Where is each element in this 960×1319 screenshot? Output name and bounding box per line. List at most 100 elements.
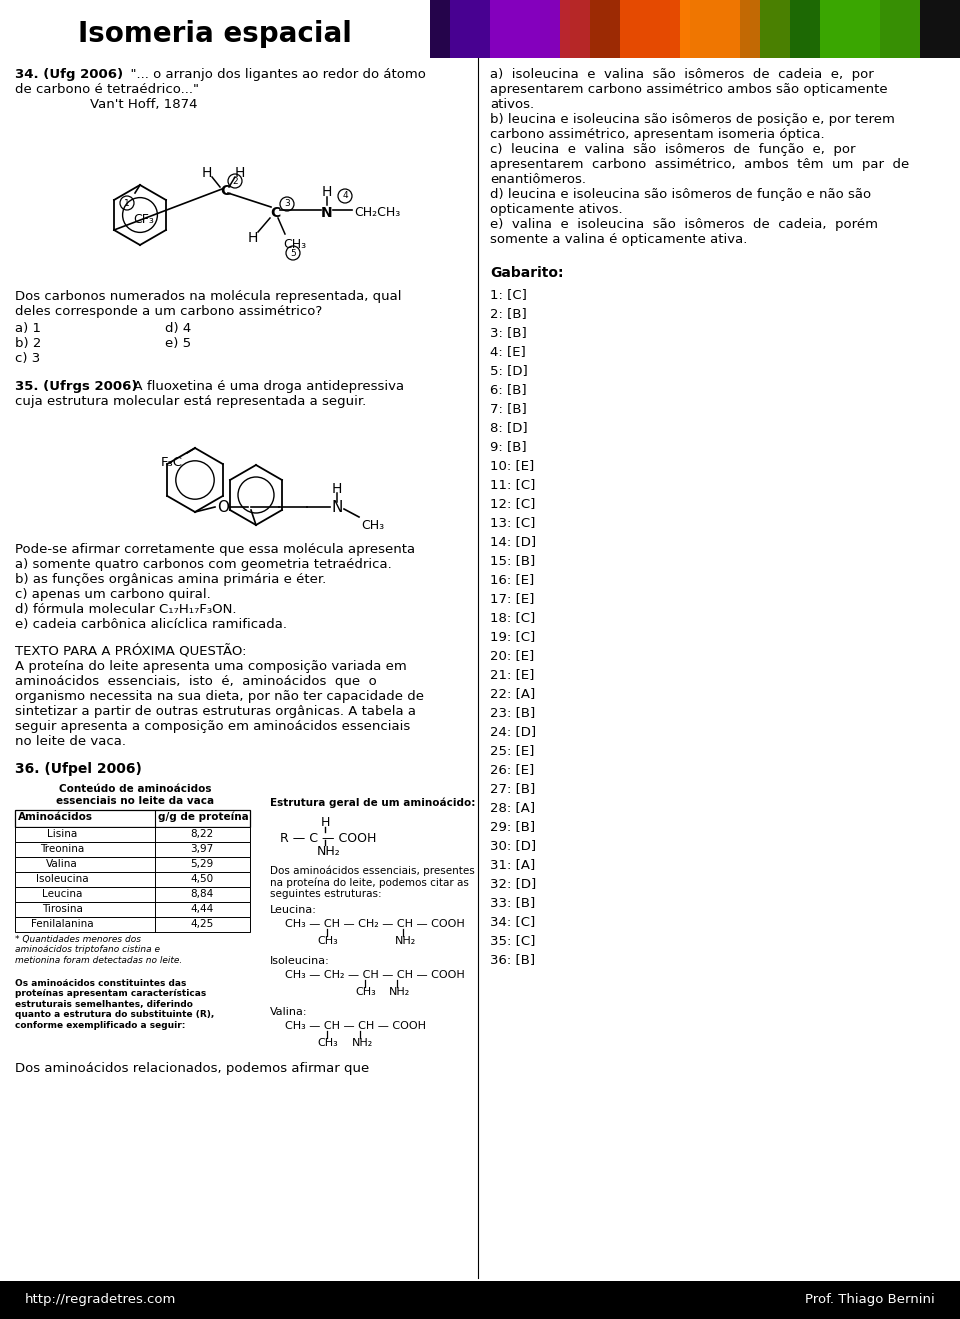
Text: 1: 1	[124, 198, 130, 207]
Text: apresentarem carbono assimétrico ambos são opticamente: apresentarem carbono assimétrico ambos s…	[490, 83, 888, 96]
Text: a)  isoleucina  e  valina  são  isômeros  de  cadeia  e,  por: a) isoleucina e valina são isômeros de c…	[490, 69, 874, 80]
Text: a) 1: a) 1	[15, 322, 41, 335]
Text: NH₂: NH₂	[395, 936, 417, 946]
Text: na proteína do leite, podemos citar as: na proteína do leite, podemos citar as	[270, 877, 468, 888]
Text: 2: 2	[232, 177, 238, 186]
Text: somente a valina é opticamente ativa.: somente a valina é opticamente ativa.	[490, 233, 748, 247]
Bar	[620, 0, 740, 58]
Bar	[15, 827, 250, 842]
Text: A proteína do leite apresenta uma composição variada em: A proteína do leite apresenta uma compos…	[15, 660, 407, 673]
Text: 8: [D]: 8: [D]	[490, 421, 528, 434]
Text: organismo necessita na sua dieta, por não ter capacidade de: organismo necessita na sua dieta, por nã…	[15, 690, 424, 703]
Text: 34: [C]: 34: [C]	[490, 915, 536, 929]
Text: aminoácidos  essenciais,  isto  é,  aminoácidos  que  o: aminoácidos essenciais, isto é, aminoáci…	[15, 675, 376, 689]
Text: 21: [E]: 21: [E]	[490, 667, 535, 681]
Bar	[820, 0, 920, 58]
Text: Dos aminoácidos relacionados, podemos afirmar que: Dos aminoácidos relacionados, podemos af…	[15, 1062, 370, 1075]
Bar	[15, 842, 250, 857]
Text: Gabarito:: Gabarito:	[490, 266, 564, 280]
Text: Tirosina: Tirosina	[41, 904, 83, 914]
Text: 1: [C]: 1: [C]	[490, 288, 527, 301]
Text: Dos carbonos numerados na molécula representada, qual: Dos carbonos numerados na molécula repre…	[15, 290, 401, 303]
Text: 4,25: 4,25	[190, 919, 214, 929]
Text: Valina: Valina	[46, 859, 78, 869]
Text: 4,50: 4,50	[190, 874, 213, 884]
Text: deles corresponde a um carbono assimétrico?: deles corresponde a um carbono assimétri…	[15, 305, 323, 318]
Text: ativos.: ativos.	[490, 98, 534, 111]
Text: d) 4: d) 4	[165, 322, 191, 335]
Text: sintetizar a partir de outras estruturas orgânicas. A tabela a: sintetizar a partir de outras estruturas…	[15, 704, 416, 718]
Text: 3,97: 3,97	[190, 844, 214, 853]
Text: Os aminoácidos constituintes das
proteínas apresentam características
estruturai: Os aminoácidos constituintes das proteín…	[15, 979, 214, 1030]
Text: de carbono é tetraédrico...": de carbono é tetraédrico..."	[15, 83, 199, 96]
Text: d) leucina e isoleucina são isômeros de função e não são: d) leucina e isoleucina são isômeros de …	[490, 189, 871, 200]
Text: CH₃: CH₃	[361, 518, 384, 532]
Text: cuja estrutura molecular está representada a seguir.: cuja estrutura molecular está representa…	[15, 394, 367, 408]
Bar	[560, 0, 690, 58]
Text: c)  leucina  e  valina  são  isômeros  de  função  e,  por: c) leucina e valina são isômeros de funç…	[490, 142, 855, 156]
Text: d) fórmula molecular C₁₇H₁₇F₃ON.: d) fórmula molecular C₁₇H₁₇F₃ON.	[15, 603, 236, 616]
Text: CH₃: CH₃	[317, 936, 338, 946]
Text: CF₃: CF₃	[133, 212, 154, 226]
Text: 20: [E]: 20: [E]	[490, 649, 535, 662]
Text: 10: [E]: 10: [E]	[490, 459, 535, 472]
Text: http://regradetres.com: http://regradetres.com	[25, 1294, 177, 1307]
Text: 14: [D]: 14: [D]	[490, 536, 536, 547]
Text: 19: [C]: 19: [C]	[490, 630, 536, 642]
Text: NH₂: NH₂	[389, 987, 410, 997]
Text: essenciais no leite da vaca: essenciais no leite da vaca	[56, 795, 214, 806]
Text: CH₃ — CH₂ — CH — CH — COOH: CH₃ — CH₂ — CH — CH — COOH	[285, 969, 465, 980]
Text: H: H	[235, 166, 245, 179]
Text: 3: 3	[284, 199, 290, 208]
Text: seguintes estruturas:: seguintes estruturas:	[270, 889, 382, 900]
Text: 7: [B]: 7: [B]	[490, 402, 527, 415]
Text: 36. (Ufpel 2006): 36. (Ufpel 2006)	[15, 762, 142, 776]
Bar	[15, 902, 250, 917]
Text: N: N	[331, 500, 343, 514]
Text: 35. (Ufrgs 2006): 35. (Ufrgs 2006)	[15, 380, 137, 393]
Bar	[15, 810, 250, 827]
Text: 6: [B]: 6: [B]	[490, 383, 527, 396]
Text: 4: 4	[342, 191, 348, 200]
Text: H: H	[322, 185, 332, 199]
Text: H: H	[248, 231, 258, 245]
Text: c) 3: c) 3	[15, 352, 40, 365]
Text: Van't Hoff, 1874: Van't Hoff, 1874	[90, 98, 198, 111]
Text: Valina:: Valina:	[270, 1006, 307, 1017]
Bar	[680, 0, 790, 58]
Text: Prof. Thiago Bernini: Prof. Thiago Bernini	[805, 1294, 935, 1307]
Text: CH₃ — CH — CH — COOH: CH₃ — CH — CH — COOH	[285, 1021, 426, 1031]
Text: 27: [B]: 27: [B]	[490, 782, 536, 795]
Text: 29: [B]: 29: [B]	[490, 820, 535, 834]
Text: 12: [C]: 12: [C]	[490, 497, 536, 510]
Bar	[0, 0, 430, 58]
Text: Isoleucina:: Isoleucina:	[270, 956, 329, 966]
Text: * Quantidades menores dos
aminoácidos triptofano cistina e
metionina foram detec: * Quantidades menores dos aminoácidos tr…	[15, 935, 182, 964]
Text: 30: [D]: 30: [D]	[490, 839, 536, 852]
Bar	[0, 0, 960, 58]
Text: Isoleucina: Isoleucina	[36, 874, 88, 884]
Text: Lisina: Lisina	[47, 830, 77, 839]
Text: R — C — COOH: R — C — COOH	[280, 832, 376, 845]
Text: Isomeria espacial: Isomeria espacial	[78, 20, 352, 47]
Bar	[760, 0, 880, 58]
Text: O: O	[217, 500, 229, 514]
Text: c) apenas um carbono quiral.: c) apenas um carbono quiral.	[15, 588, 211, 601]
Text: H: H	[321, 816, 329, 830]
Text: NH₂: NH₂	[317, 845, 341, 857]
Text: 36: [B]: 36: [B]	[490, 954, 535, 966]
Text: 18: [C]: 18: [C]	[490, 611, 536, 624]
Text: 22: [A]: 22: [A]	[490, 687, 536, 700]
Text: carbono assimétrico, apresentam isomeria óptica.: carbono assimétrico, apresentam isomeria…	[490, 128, 825, 141]
Bar	[390, 0, 540, 58]
Text: 16: [E]: 16: [E]	[490, 572, 535, 586]
Text: Pode-se afirmar corretamente que essa molécula apresenta: Pode-se afirmar corretamente que essa mo…	[15, 543, 415, 557]
Text: g/g de proteína: g/g de proteína	[158, 813, 249, 823]
Text: 15: [B]: 15: [B]	[490, 554, 536, 567]
Text: b) 2: b) 2	[15, 336, 41, 350]
Text: H: H	[202, 166, 212, 179]
Text: 23: [B]: 23: [B]	[490, 706, 536, 719]
Bar	[450, 0, 570, 58]
Text: 3: [B]: 3: [B]	[490, 326, 527, 339]
Text: CH₃: CH₃	[317, 1038, 338, 1049]
